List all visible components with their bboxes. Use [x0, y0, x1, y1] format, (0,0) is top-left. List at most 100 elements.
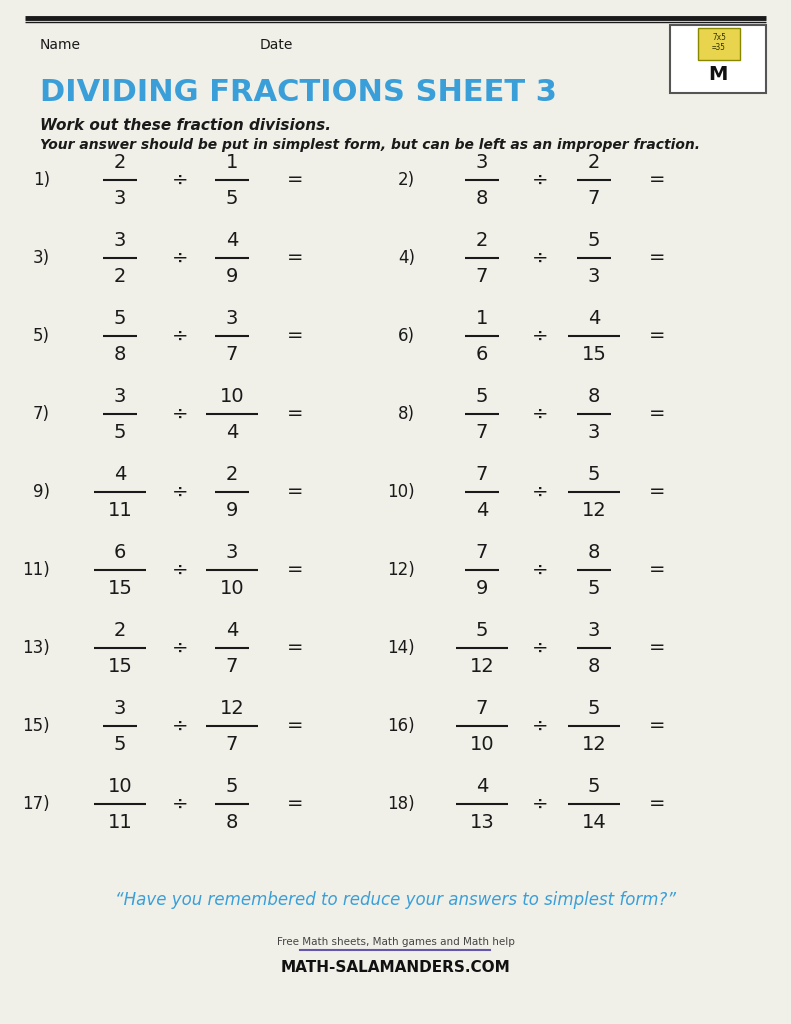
- Text: =: =: [287, 639, 303, 657]
- Text: 4: 4: [225, 230, 238, 250]
- Text: Name: Name: [40, 38, 81, 52]
- Text: 7: 7: [476, 423, 488, 441]
- Text: ÷: ÷: [532, 639, 548, 657]
- Text: M: M: [708, 66, 728, 85]
- Text: ÷: ÷: [172, 404, 188, 424]
- Text: 5: 5: [588, 230, 600, 250]
- Text: Date: Date: [260, 38, 293, 52]
- Text: ÷: ÷: [532, 717, 548, 735]
- Text: 5: 5: [114, 308, 127, 328]
- Text: 7: 7: [476, 465, 488, 483]
- Text: 15: 15: [108, 656, 132, 676]
- Text: =: =: [649, 249, 665, 267]
- Text: 4: 4: [588, 308, 600, 328]
- Text: 6: 6: [114, 543, 127, 561]
- Text: 15): 15): [22, 717, 50, 735]
- Text: 9): 9): [33, 483, 50, 501]
- Text: 10: 10: [108, 776, 132, 796]
- Text: 18): 18): [388, 795, 415, 813]
- Text: ÷: ÷: [172, 717, 188, 735]
- Text: =: =: [649, 639, 665, 657]
- Text: 17): 17): [22, 795, 50, 813]
- Text: 10: 10: [220, 579, 244, 597]
- Text: 9: 9: [225, 266, 238, 286]
- Text: 2: 2: [225, 465, 238, 483]
- Text: 4: 4: [476, 501, 488, 519]
- Text: 5: 5: [225, 776, 238, 796]
- Text: “Have you remembered to reduce your answers to simplest form?”: “Have you remembered to reduce your answ…: [115, 891, 676, 909]
- Text: 5: 5: [475, 621, 488, 640]
- Text: =: =: [287, 171, 303, 189]
- Text: 16): 16): [388, 717, 415, 735]
- FancyBboxPatch shape: [698, 28, 740, 60]
- Text: ÷: ÷: [172, 249, 188, 267]
- Text: 7: 7: [476, 543, 488, 561]
- Text: ÷: ÷: [172, 560, 188, 580]
- Text: 5: 5: [588, 698, 600, 718]
- Text: 6: 6: [476, 344, 488, 364]
- Text: 1: 1: [476, 308, 488, 328]
- Text: =: =: [649, 327, 665, 345]
- Text: =: =: [649, 795, 665, 813]
- Text: 7: 7: [588, 188, 600, 208]
- Text: 1: 1: [225, 153, 238, 171]
- Text: 3: 3: [114, 230, 127, 250]
- Text: DIVIDING FRACTIONS SHEET 3: DIVIDING FRACTIONS SHEET 3: [40, 78, 557, 106]
- Text: 11): 11): [22, 561, 50, 579]
- Text: 8: 8: [588, 656, 600, 676]
- Text: =: =: [287, 482, 303, 502]
- Text: 7x5: 7x5: [712, 34, 726, 43]
- Text: =: =: [649, 171, 665, 189]
- Text: =: =: [287, 560, 303, 580]
- Text: 5: 5: [588, 776, 600, 796]
- Text: ÷: ÷: [172, 639, 188, 657]
- Text: 10): 10): [388, 483, 415, 501]
- Text: 5: 5: [225, 188, 238, 208]
- Text: 3: 3: [588, 266, 600, 286]
- Text: 14): 14): [388, 639, 415, 657]
- Text: =: =: [287, 327, 303, 345]
- Text: 3): 3): [33, 249, 50, 267]
- Text: 12: 12: [581, 501, 607, 519]
- Text: 5: 5: [114, 423, 127, 441]
- Text: =: =: [287, 249, 303, 267]
- Text: =: =: [649, 482, 665, 502]
- Text: 7: 7: [476, 266, 488, 286]
- Text: ÷: ÷: [172, 171, 188, 189]
- Text: 3: 3: [225, 308, 238, 328]
- Text: 5: 5: [588, 579, 600, 597]
- Text: 4: 4: [225, 423, 238, 441]
- Text: 8: 8: [588, 386, 600, 406]
- Text: =: =: [649, 560, 665, 580]
- Text: 8: 8: [225, 812, 238, 831]
- Text: 15: 15: [108, 579, 132, 597]
- Text: 7: 7: [225, 734, 238, 754]
- Text: 7: 7: [225, 344, 238, 364]
- Text: 12: 12: [470, 656, 494, 676]
- Text: 3: 3: [114, 188, 127, 208]
- Text: 5: 5: [114, 734, 127, 754]
- Text: 3: 3: [588, 423, 600, 441]
- Text: =35: =35: [712, 43, 726, 52]
- Text: 3: 3: [588, 621, 600, 640]
- FancyBboxPatch shape: [670, 25, 766, 93]
- Text: 12: 12: [220, 698, 244, 718]
- Text: 3: 3: [476, 153, 488, 171]
- Text: 8: 8: [476, 188, 488, 208]
- Text: ÷: ÷: [172, 795, 188, 813]
- Text: 4: 4: [114, 465, 127, 483]
- Text: 7: 7: [225, 656, 238, 676]
- Text: =: =: [287, 717, 303, 735]
- Text: 9: 9: [476, 579, 488, 597]
- Text: 4: 4: [476, 776, 488, 796]
- Text: =: =: [649, 717, 665, 735]
- Text: 7): 7): [33, 406, 50, 423]
- Text: =: =: [287, 404, 303, 424]
- Text: ÷: ÷: [172, 327, 188, 345]
- Text: 10: 10: [470, 734, 494, 754]
- Text: 3: 3: [114, 386, 127, 406]
- Text: ÷: ÷: [172, 482, 188, 502]
- Text: 2: 2: [114, 153, 127, 171]
- Text: 2): 2): [398, 171, 415, 189]
- Text: Your answer should be put in simplest form, but can be left as an improper fract: Your answer should be put in simplest fo…: [40, 138, 700, 152]
